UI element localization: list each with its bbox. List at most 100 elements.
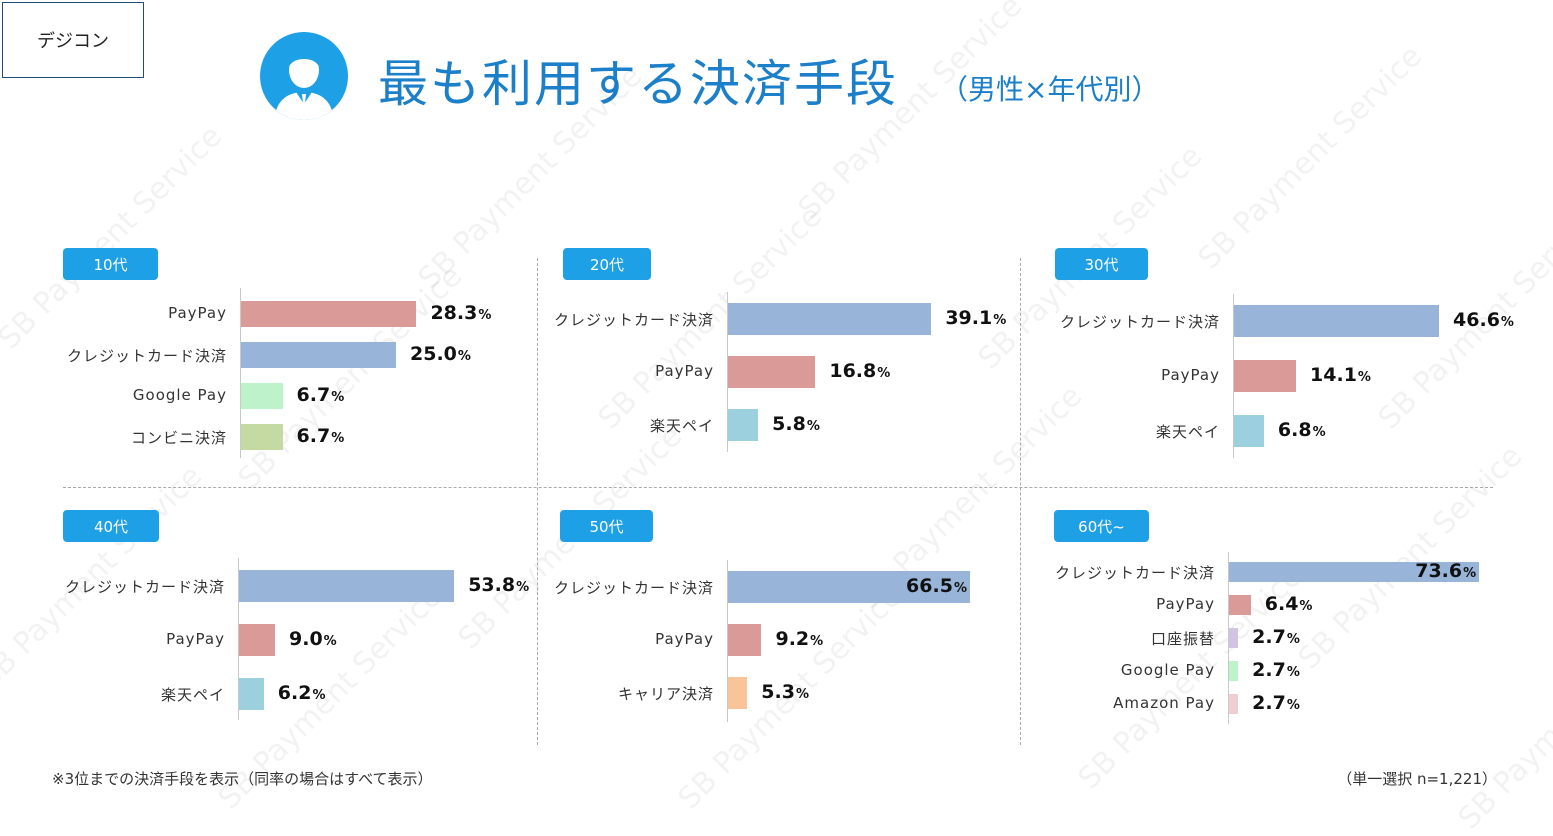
bar xyxy=(728,409,759,441)
data-label-value: 16.8 xyxy=(829,360,877,382)
data-label-value: 9.2 xyxy=(775,628,810,650)
bar xyxy=(1229,595,1251,615)
data-label-unit: % xyxy=(1312,425,1326,440)
category-label: PayPay xyxy=(166,630,225,648)
bar xyxy=(728,677,748,709)
watermark-text: SB Payment Service xyxy=(231,258,470,497)
data-label-value: 5.3 xyxy=(761,681,795,703)
chart-axis-line xyxy=(1233,294,1234,458)
category-label: コンビニ決済 xyxy=(130,429,227,447)
data-label: 2.7% xyxy=(1252,626,1300,648)
data-label-unit: % xyxy=(1286,698,1300,713)
category-label: 口座振替 xyxy=(1150,630,1215,648)
data-label-value: 6.7 xyxy=(296,384,331,406)
data-label-unit: % xyxy=(1286,665,1300,680)
data-label-value: 6.8 xyxy=(1277,419,1312,441)
data-label: 16.8% xyxy=(829,360,890,382)
bar xyxy=(1234,415,1264,447)
bar xyxy=(1234,305,1440,337)
data-label-unit: % xyxy=(993,313,1007,328)
age-group-badge: 30代 xyxy=(1055,248,1148,280)
category-label: 楽天ペイ xyxy=(160,686,225,704)
logo-text: デジコン xyxy=(37,31,109,52)
data-label: 73.6% xyxy=(1415,560,1476,582)
data-label-value: 6.2 xyxy=(277,682,312,704)
horizontal-divider xyxy=(63,487,1493,488)
data-label: 6.2% xyxy=(278,682,326,704)
person-avatar-icon xyxy=(260,32,348,120)
data-label-value: 6.4 xyxy=(1264,593,1299,615)
bar xyxy=(239,624,275,656)
sample-size-note: （単一選択 n=1,221） xyxy=(1337,770,1497,788)
data-label-value: 14.1 xyxy=(1310,364,1357,386)
bar xyxy=(1229,694,1239,714)
data-label-value: 73.6 xyxy=(1415,560,1463,582)
data-label: 46.6% xyxy=(1453,309,1514,331)
data-label-value: 2.7 xyxy=(1252,626,1286,648)
data-label: 2.7% xyxy=(1252,692,1300,714)
category-label: Google Pay xyxy=(1120,661,1215,679)
logo-box: デジコン xyxy=(2,2,144,78)
category-label: PayPay xyxy=(655,630,714,648)
category-label: クレジットカード決済 xyxy=(64,578,225,596)
vertical-divider-2 xyxy=(1020,258,1021,745)
chart-axis-line xyxy=(1228,552,1229,724)
data-label-unit: % xyxy=(1357,370,1371,385)
data-label-unit: % xyxy=(1286,632,1300,647)
data-label-unit: % xyxy=(323,634,337,649)
category-label: 楽天ペイ xyxy=(649,417,714,435)
data-label: 39.1% xyxy=(945,307,1006,329)
bar xyxy=(239,570,455,602)
data-label-value: 28.3 xyxy=(430,302,478,324)
data-label: 14.1% xyxy=(1310,364,1371,386)
category-label: PayPay xyxy=(1156,595,1215,613)
watermark-text: SB Payment Service xyxy=(1291,438,1530,677)
chart-axis-line xyxy=(240,288,241,458)
watermark-text: SB Payment Service xyxy=(1191,38,1430,277)
data-label-value: 6.7 xyxy=(296,425,331,447)
data-label-unit: % xyxy=(953,581,967,596)
data-label-unit: % xyxy=(331,431,345,446)
age-group-badge: 40代 xyxy=(63,510,159,542)
data-label-unit: % xyxy=(810,634,824,649)
data-label: 2.7% xyxy=(1252,659,1300,681)
bar xyxy=(241,383,283,409)
category-label: 楽天ペイ xyxy=(1155,423,1220,441)
bar xyxy=(728,624,762,656)
data-label: 53.8% xyxy=(468,574,529,596)
data-label: 6.8% xyxy=(1278,419,1326,441)
data-label-value: 46.6 xyxy=(1453,309,1500,331)
bar xyxy=(1234,360,1297,392)
bar xyxy=(1229,661,1239,681)
data-label-unit: % xyxy=(516,580,530,595)
page-title: 最も利用する決済手段 xyxy=(378,55,898,113)
category-label: PayPay xyxy=(655,362,714,380)
age-group-badge: 20代 xyxy=(563,248,651,280)
category-label: クレジットカード決済 xyxy=(1054,564,1215,582)
bar xyxy=(239,678,264,710)
bar xyxy=(728,303,932,335)
data-label-unit: % xyxy=(331,390,345,405)
data-label: 6.4% xyxy=(1265,593,1313,615)
data-label: 6.7% xyxy=(297,384,345,406)
data-label-value: 66.5 xyxy=(906,575,953,597)
data-label: 5.8% xyxy=(772,413,820,435)
category-label: クレジットカード決済 xyxy=(553,311,714,329)
data-label-unit: % xyxy=(1463,566,1477,581)
data-label-unit: % xyxy=(795,687,809,702)
bar xyxy=(241,424,283,450)
category-label: クレジットカード決済 xyxy=(1059,313,1220,331)
data-label: 9.0% xyxy=(289,628,337,650)
age-group-badge: 60代~ xyxy=(1054,510,1149,542)
data-label-unit: % xyxy=(877,366,891,381)
age-group-badge: 50代 xyxy=(560,510,653,542)
chart-axis-line xyxy=(727,292,728,452)
category-label: PayPay xyxy=(1161,366,1220,384)
data-label-value: 53.8 xyxy=(468,574,516,596)
data-label: 66.5% xyxy=(906,575,967,597)
bar xyxy=(1229,562,1480,582)
age-group-badge: 10代 xyxy=(63,248,158,280)
bar xyxy=(241,342,396,368)
data-label-unit: % xyxy=(312,688,326,703)
data-label-value: 25.0 xyxy=(410,343,457,365)
